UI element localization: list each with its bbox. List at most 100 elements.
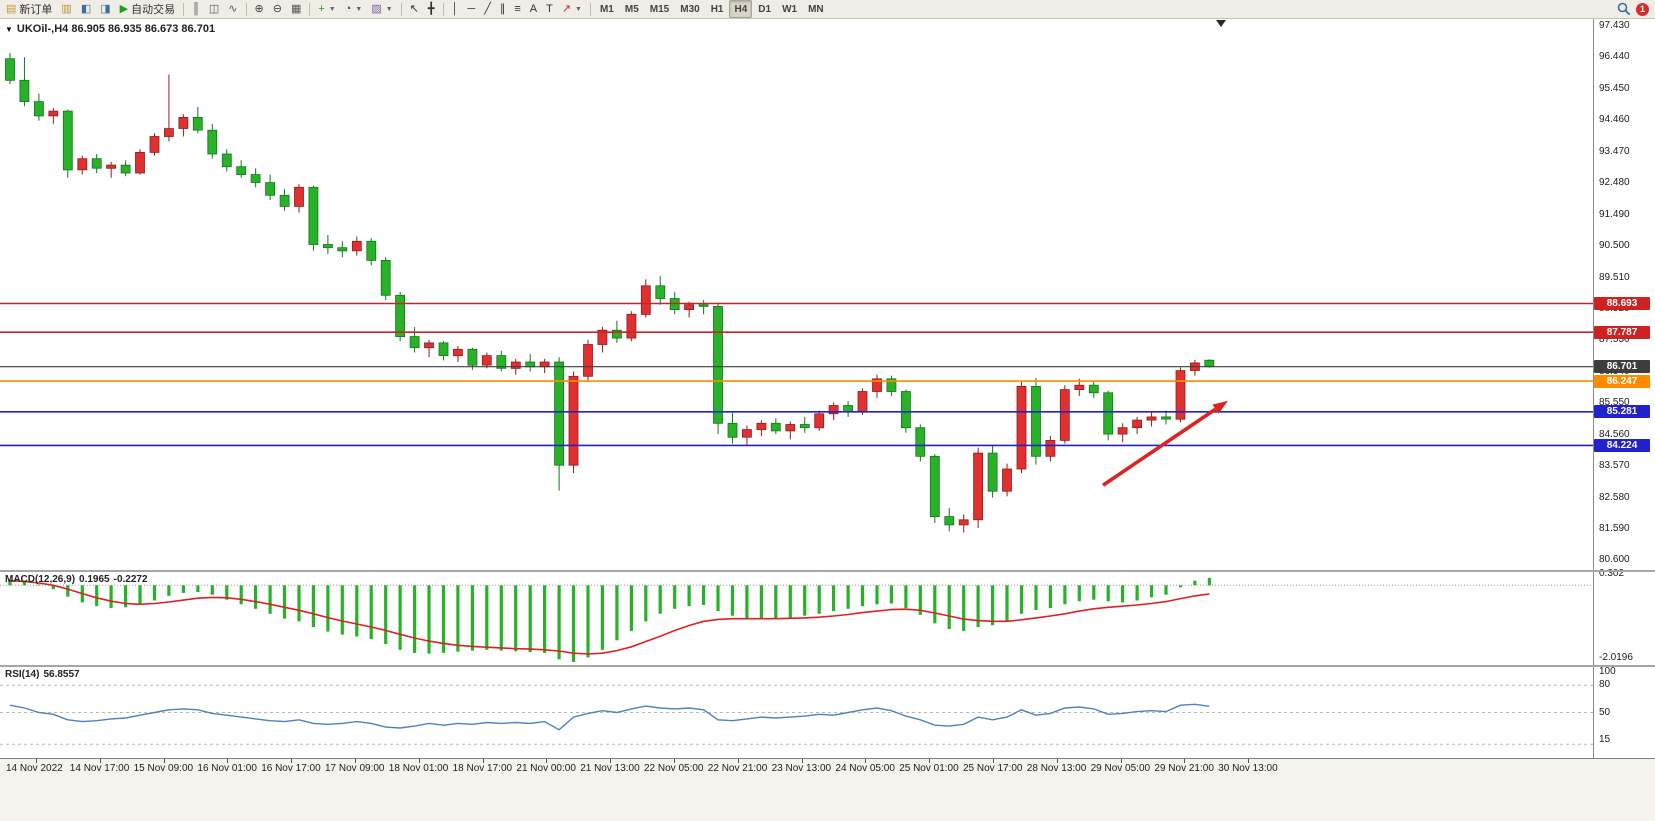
rsi-label: RSI(14) 56.8557 xyxy=(5,669,80,680)
time-axis-tick xyxy=(929,759,931,763)
price-axis-label: 92.480 xyxy=(1599,177,1630,189)
market-watch-icon: ▥ xyxy=(61,3,72,15)
time-axis-tick xyxy=(227,759,229,763)
time-axis-label: 23 Nov 13:00 xyxy=(771,763,832,774)
vertical-line-button[interactable]: │ xyxy=(448,0,463,18)
new-order-button[interactable]: ▤ 新订单 xyxy=(2,0,56,18)
label-icon: T xyxy=(546,3,553,15)
time-axis-label: 18 Nov 01:00 xyxy=(388,763,449,774)
toolbar-divider xyxy=(183,2,185,16)
channel-icon: ∥ xyxy=(499,3,506,15)
timeframe-m1-button[interactable]: M1 xyxy=(599,3,614,15)
price-axis-label: 82.580 xyxy=(1599,491,1630,503)
trendline-button[interactable]: ╱ xyxy=(480,0,495,18)
toolbar-divider xyxy=(589,2,591,16)
tile-windows-button[interactable]: ▦ xyxy=(287,0,305,18)
price-axis-label: 81.590 xyxy=(1599,523,1630,535)
price-axis-label: 80.600 xyxy=(1599,554,1630,566)
price-axis-label: 95.450 xyxy=(1599,82,1630,94)
time-axis-tick xyxy=(482,759,484,763)
hline-icon: ─ xyxy=(467,3,476,15)
line-icon: ∿ xyxy=(228,3,238,15)
rsi-axis-label: 15 xyxy=(1599,734,1611,746)
time-axis-label: 28 Nov 13:00 xyxy=(1026,763,1087,774)
timeframe-d1-button[interactable]: D1 xyxy=(758,3,772,15)
time-axis-label: 16 Nov 17:00 xyxy=(261,763,321,774)
fibonacci-retracement-button[interactable]: ≡ xyxy=(510,0,524,18)
trend-arrow-annotation[interactable] xyxy=(1101,400,1228,487)
rsi-chart[interactable] xyxy=(0,667,1593,758)
time-axis-tick xyxy=(1184,759,1186,763)
time-axis-tick xyxy=(418,759,420,763)
text-label-button[interactable]: T xyxy=(542,0,557,18)
line-chart-mode-button[interactable]: ∿ xyxy=(224,0,241,18)
time-axis-tick xyxy=(993,759,994,763)
price-axis-label: 93.470 xyxy=(1599,145,1630,157)
equidistant-channel-button[interactable]: ∥ xyxy=(496,0,510,18)
time-axis-tick xyxy=(163,759,165,763)
macd-chart[interactable] xyxy=(0,572,1593,665)
time-axis-tick xyxy=(546,759,548,763)
notification-badge[interactable]: 1 xyxy=(1636,2,1649,16)
macd-label: MACD(12,26,9) 0.1965 -0.2272 xyxy=(5,574,148,585)
price-axis-label: 94.460 xyxy=(1599,114,1630,126)
time-axis-label: 24 Nov 05:00 xyxy=(835,763,895,774)
time-axis-label: 25 Nov 01:00 xyxy=(899,763,959,774)
price-level-badge: 88.693 xyxy=(1594,296,1650,310)
price-axis[interactable]: 97.430 96.440 95.450 94.460 93.470 92.480 91.4… xyxy=(1594,19,1655,758)
rsi-axis-label: 80 xyxy=(1599,679,1611,691)
timeframe-h4-button[interactable]: H4 xyxy=(729,0,753,18)
navigator-button[interactable]: ◨ xyxy=(96,0,114,18)
auto-trading-button[interactable]: ▶ 自动交易 xyxy=(116,0,179,18)
auto-trading-label: 自动交易 xyxy=(131,4,176,16)
new-chart-button[interactable]: + ▼ xyxy=(314,0,339,18)
candlestick-mode-button[interactable]: ◫ xyxy=(205,0,223,18)
vline-icon: │ xyxy=(451,3,459,15)
time-axis-tick xyxy=(737,759,739,763)
cursor-button[interactable]: ↖ xyxy=(406,0,423,18)
time-axis-tick xyxy=(801,759,803,763)
timeframe-m30-button[interactable]: M30 xyxy=(680,3,700,15)
templates-button[interactable]: ▨ ▼ xyxy=(367,0,396,18)
zoom-out-icon: ⊖ xyxy=(272,3,282,15)
price-axis-label: 90.500 xyxy=(1599,240,1630,252)
zoom-in-icon: ⊕ xyxy=(254,3,264,15)
time-axis-tick xyxy=(355,759,356,763)
chart-title: ▼ UKOil-,H4 86.905 86.935 86.673 86.701 xyxy=(5,23,215,35)
data-window-icon: ◧ xyxy=(80,3,92,15)
periods-button[interactable]: ◔ ▼ xyxy=(341,0,367,18)
market-watch-button[interactable]: ▥ xyxy=(57,0,75,18)
main-toolbar: ▤ 新订单 ▥ ◧ ◨ ▶ 自动交易 ║ ◫ ∿ ⊕ ⊖ ▦ + ▼ ◔ ▼ ▨ ▼ ↖ ╋ │ ─ ╱ ∥ ≡ A T ↗ ▼ M1 M5… xyxy=(0,0,1655,19)
horizontal-line-button[interactable]: ─ xyxy=(463,0,479,18)
bar-chart-mode-button[interactable]: ║ xyxy=(188,0,204,18)
zoom-out-button[interactable]: ⊖ xyxy=(269,0,286,18)
macd-axis-label: 0.302 xyxy=(1599,567,1625,579)
candlestick-chart[interactable] xyxy=(0,19,1593,570)
timeframe-w1-button[interactable]: W1 xyxy=(782,3,798,15)
text-button[interactable]: A xyxy=(526,0,541,18)
time-axis-label: 29 Nov 05:00 xyxy=(1090,763,1151,774)
timeframe-mn-button[interactable]: MN xyxy=(808,3,824,15)
data-window-button[interactable]: ◧ xyxy=(77,0,95,18)
timeframe-m15-button[interactable]: M15 xyxy=(649,3,670,15)
one-click-trading-toggle[interactable]: ▼ xyxy=(5,25,13,34)
price-axis-label: 97.430 xyxy=(1599,19,1630,31)
panel-splitter[interactable] xyxy=(0,665,1655,667)
timeframe-h1-button[interactable]: H1 xyxy=(710,3,724,15)
time-axis[interactable]: 14 Nov 2022 14 Nov 17:00 15 Nov 09:00 16 No… xyxy=(0,758,1655,821)
candles-layer xyxy=(5,53,1215,533)
chevron-down-icon: ▼ xyxy=(385,5,393,13)
crosshair-button[interactable]: ╋ xyxy=(424,0,439,18)
timeframe-m5-button[interactable]: M5 xyxy=(624,3,639,15)
search-icon[interactable] xyxy=(1617,2,1631,16)
panel-splitter[interactable] xyxy=(0,570,1655,572)
price-level-badge: 84.224 xyxy=(1594,438,1650,452)
candles-icon: ◫ xyxy=(208,3,220,15)
price-chart-panel xyxy=(0,19,1593,570)
arrows-button[interactable]: ↗ ▼ xyxy=(558,0,586,18)
arrows-icon: ↗ xyxy=(561,3,572,15)
price-axis-label: 96.440 xyxy=(1599,51,1630,63)
time-axis-label: 21 Nov 13:00 xyxy=(580,763,640,774)
zoom-in-button[interactable]: ⊕ xyxy=(251,0,268,18)
time-axis-tick xyxy=(674,759,675,763)
